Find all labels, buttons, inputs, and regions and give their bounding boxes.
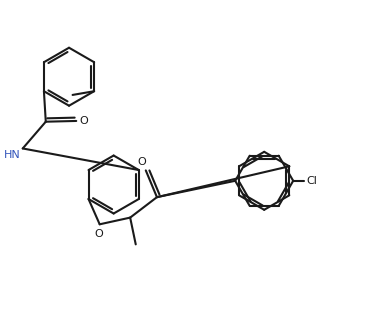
Text: Cl: Cl bbox=[307, 176, 317, 186]
Text: O: O bbox=[79, 116, 88, 126]
Text: HN: HN bbox=[4, 150, 21, 160]
Text: O: O bbox=[94, 229, 103, 239]
Text: O: O bbox=[138, 157, 147, 167]
